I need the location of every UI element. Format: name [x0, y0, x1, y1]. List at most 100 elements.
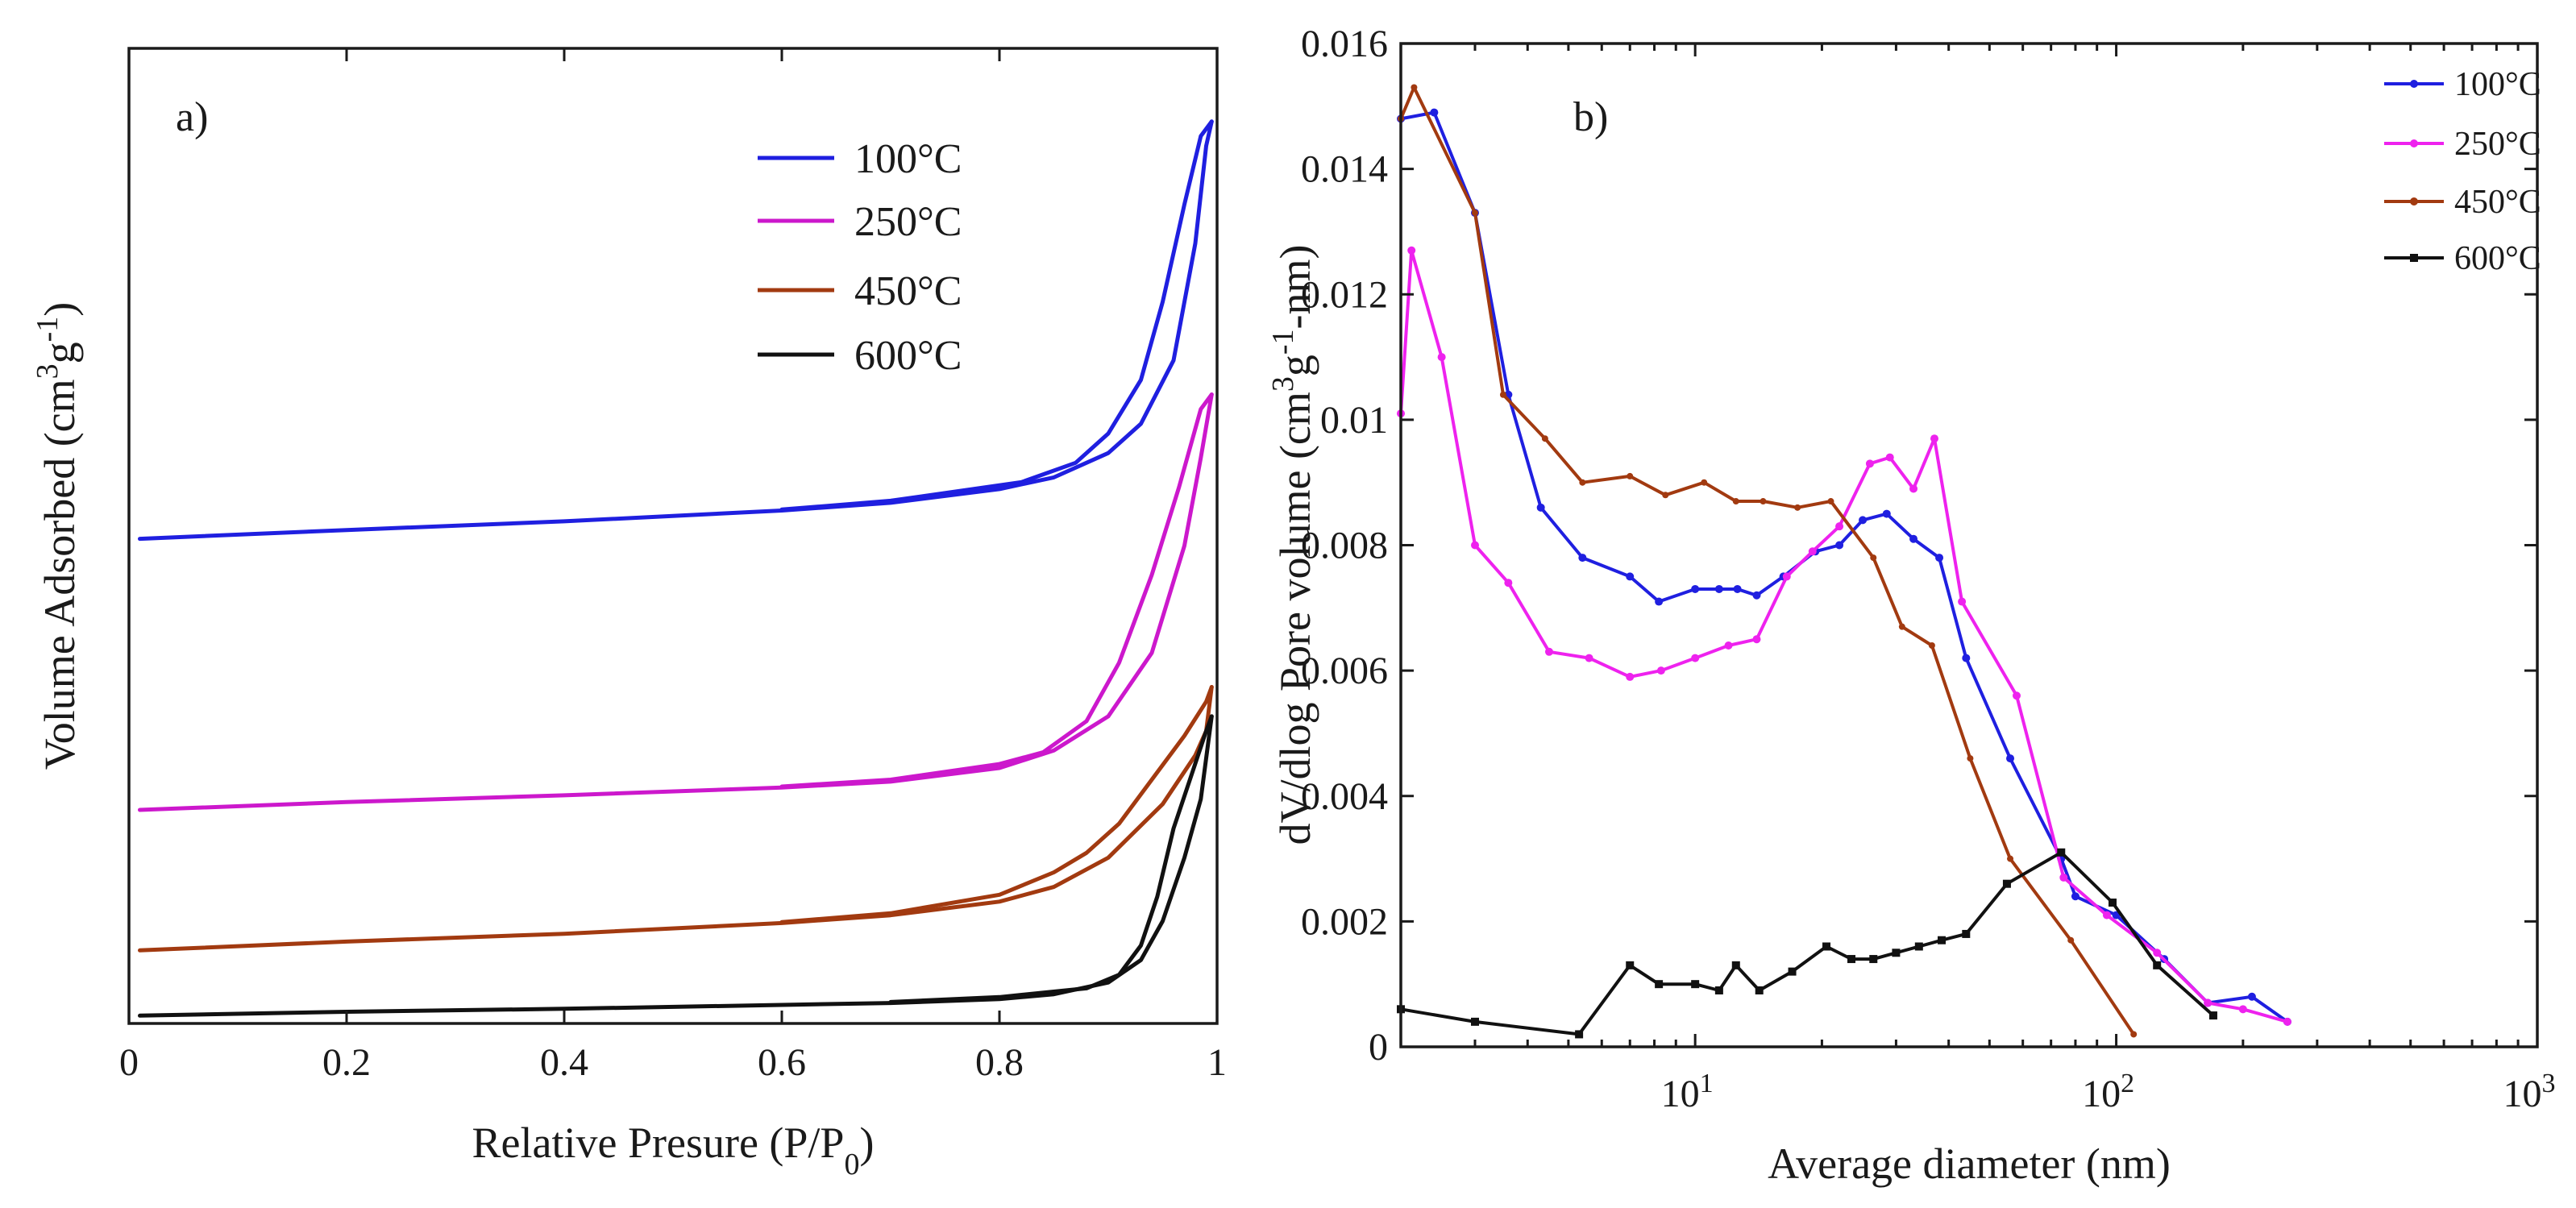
panel-b-series-450c-point: [2130, 1031, 2138, 1038]
panel-a-x-ticks: 0 0.2 0.4 0.6 0.8 1: [119, 48, 1227, 1084]
panel-b-legend-item-250: 250°C: [2384, 126, 2541, 163]
panel-b-series-250c-point: [1885, 453, 1894, 462]
panel-b-x-axis-title: Average diameter (nm): [1768, 1140, 2171, 1188]
panel-b-series-600c-point: [1731, 961, 1740, 969]
panel-b-y-tick-label-0008: 0.008: [1301, 525, 1388, 567]
panel-b-series-450c-point: [1662, 492, 1669, 499]
panel-b-x-tick-label-3: 103: [2503, 1069, 2556, 1116]
panel-a-legend: 100°C 250°C 450°C 600°C: [758, 136, 962, 379]
panel-b-series-450c-point: [1579, 479, 1586, 486]
panel-b-legend-item-100: 100°C: [2384, 66, 2541, 103]
panel-a-x-axis-title: Relative Presure (P/P0): [472, 1119, 875, 1181]
panel-b-series-600c-point: [1788, 967, 1797, 976]
panel-b-series-600c-point: [1962, 929, 1971, 938]
panel-b-series-250c-point: [1865, 459, 1874, 468]
legend-b-marker-600: [2410, 254, 2418, 262]
panel-a-legend-item-600: 600°C: [758, 333, 962, 379]
panel-b-series-600c-point: [1626, 961, 1635, 969]
panel-b-series-600c-point: [1847, 955, 1856, 964]
panel-b-series-250c-point: [1585, 654, 1593, 662]
panel-a-legend-item-100: 100°C: [758, 136, 962, 182]
panel-b-y-ticks: 0 0.002 0.004 0.006 0.008 0.01 0.012 0.014 0.016: [1301, 23, 2537, 1069]
panel-b-series-100c-point: [2071, 892, 2079, 901]
panel-a-plot-lines: [138, 119, 1214, 1018]
panel-a-x-tick-label-0: 0: [119, 1041, 139, 1084]
panel-b-series-250c-point: [2283, 1017, 2291, 1026]
panel-a-plot-frame: [127, 47, 1219, 1025]
panel-b-series-450c-point: [1499, 391, 1506, 398]
panel-b-series-450c-point: [1870, 554, 1877, 562]
panel-a-label: a): [176, 94, 208, 140]
legend-b-marker-450: [2410, 197, 2418, 205]
panel-b-series-450c-point: [1760, 498, 1767, 505]
panel-b-series-450c-point: [1898, 623, 1905, 630]
panel-b-series-100c-point: [1752, 591, 1761, 600]
panel-b-series-450c-point: [2007, 855, 2014, 862]
legend-label-600: 600°C: [854, 333, 962, 379]
legend-b-label-450: 450°C: [2454, 184, 2541, 221]
panel-b-legend-item-450: 450°C: [2384, 184, 2541, 221]
panel-a-isotherm-chart: 0 0.2 0.4 0.6 0.8 1 a) Relative Presure (P/P0…: [31, 47, 1227, 1181]
panel-b-series-100c-point: [1430, 108, 1439, 117]
panel-b-y-tick-label-0004: 0.004: [1301, 775, 1388, 818]
panel-b-series-100c-point: [1909, 534, 1918, 543]
panel-b-series-600c-point: [1938, 936, 1947, 944]
panel-b-y-axis-title: dV/dlog Pore volume (cm3g-1-nm): [1266, 244, 1319, 845]
legend-b-label-100: 100°C: [2454, 66, 2541, 103]
panel-b-series-250c-point: [2238, 1005, 2247, 1014]
panel-b-series-100c-point: [1835, 541, 1844, 550]
panel-b-series-250c-point: [1544, 647, 1553, 656]
panel-b-series-250c-point: [1407, 246, 1416, 255]
panel-b-x-tick-label-1: 101: [1661, 1069, 1714, 1116]
panel-a-series-250c-desorption-line: [779, 392, 1214, 789]
panel-b-series-450c-point: [1794, 504, 1801, 511]
panel-b-series-250c-point: [1724, 641, 1733, 650]
panel-b-series-100c-point: [1714, 584, 1723, 593]
legend-b-marker-100: [2410, 80, 2418, 88]
panel-b-series-600c-point: [1575, 1030, 1584, 1039]
panel-b-y-tick-label-0016: 0.016: [1301, 23, 1388, 65]
panel-b-series-450c-point: [1627, 472, 1634, 479]
legend-label-250: 250°C: [854, 199, 962, 245]
panel-b-series-450c-point: [2067, 936, 2075, 944]
panel-b-series-450c-point: [1541, 435, 1548, 442]
panel-b-series-250c-point: [1626, 672, 1635, 681]
panel-b-series-600c-line: [1400, 850, 2215, 1036]
panel-b-x-tick-label-2: 102: [2082, 1069, 2134, 1116]
panel-a-y-axis-title: Volume Adsorbed (cm3g-1): [31, 302, 84, 770]
panel-b-series-250c-point: [2102, 911, 2111, 919]
panel-a-series-250c-adsorption-line: [138, 392, 1214, 812]
panel-a-legend-item-450: 450°C: [758, 268, 962, 314]
panel-b-series-600c-point: [1691, 980, 1700, 989]
panel-b-y-tick-label-0012: 0.012: [1301, 273, 1388, 316]
panel-b-label: b): [1573, 94, 1608, 140]
legend-label-450: 450°C: [854, 268, 962, 314]
panel-b-series-600c-point: [2153, 961, 2162, 969]
panel-b-series-450c-point: [1732, 498, 1739, 505]
panel-b-series-600c-point: [1914, 942, 1923, 951]
panel-b-series-100c-point: [1655, 597, 1664, 606]
panel-b-series-250c-point: [1909, 484, 1918, 493]
panel-b-x-ticks: 101 102 103: [1399, 44, 2556, 1116]
panel-b-series-450c-point: [1967, 755, 1974, 762]
panel-b-series-250c-point: [1782, 572, 1791, 581]
panel-b-y-tick-label-001: 0.01: [1320, 399, 1388, 442]
panel-b-series-600c-point: [1869, 955, 1878, 964]
panel-b-series-450c-point: [1827, 498, 1834, 505]
panel-b-series-250c-point: [1691, 654, 1700, 662]
panel-b-series-100c-point: [1935, 554, 1944, 562]
panel-b-series-450c-point: [1471, 210, 1478, 217]
panel-b-series-250c-point: [1437, 353, 1446, 362]
panel-a-series-600c-adsorption-line: [138, 714, 1214, 1018]
legend-label-100: 100°C: [854, 136, 962, 182]
panel-b-series-250c-point: [1656, 666, 1665, 675]
panel-b-series-600c-point: [1755, 986, 1764, 994]
panel-b-series-600c-point: [1892, 949, 1901, 957]
panel-b-series-250c-point: [2153, 949, 2162, 957]
panel-b-series-450c-point: [1411, 84, 1418, 91]
panel-b-series-250c-point: [2204, 998, 2212, 1007]
panel-b-series-250c-point: [2012, 691, 2021, 700]
panel-b-series-250c-point: [1752, 635, 1761, 644]
panel-b-series-100c-point: [1536, 503, 1545, 512]
